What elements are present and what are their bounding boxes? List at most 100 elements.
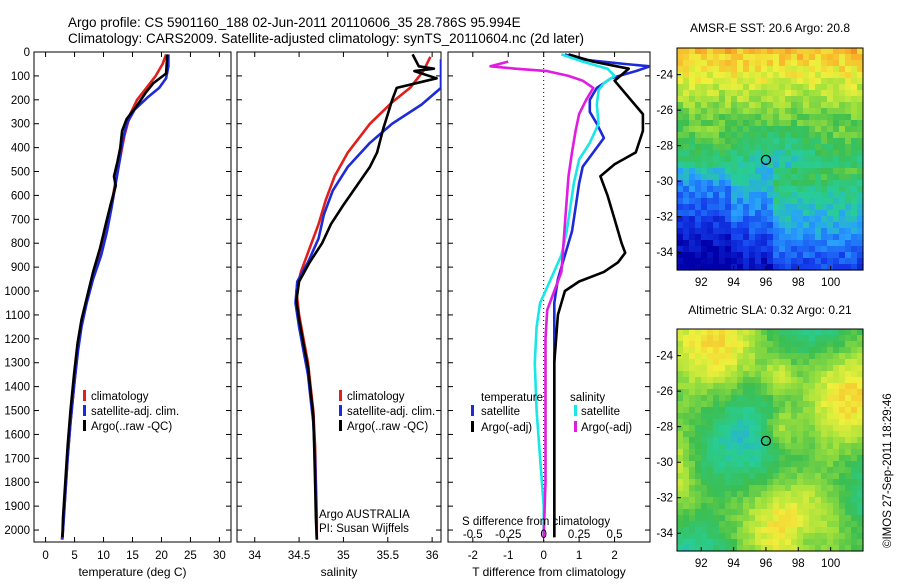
map-cell <box>833 198 840 205</box>
map-cell <box>815 198 822 205</box>
map-cell <box>803 48 810 55</box>
map-cell <box>731 162 738 169</box>
map-cell <box>695 150 702 157</box>
map-cell <box>689 485 696 492</box>
map-cell <box>749 395 756 402</box>
map-cell <box>815 204 822 211</box>
map-cell <box>755 509 762 516</box>
map-cell <box>689 395 696 402</box>
y-tick-label: 1600 <box>4 429 30 441</box>
map-cell <box>821 365 828 372</box>
map-cell <box>779 545 786 552</box>
map-cell <box>797 162 804 169</box>
map-cell <box>683 437 690 444</box>
map-cell <box>689 449 696 456</box>
map-cell <box>791 168 798 175</box>
map-cell <box>851 491 858 498</box>
map-cell <box>755 180 762 187</box>
map-cell <box>731 240 738 247</box>
series-line-temperature-2 <box>61 54 169 538</box>
map-cell <box>839 335 846 342</box>
map-cell <box>767 96 774 103</box>
map-cell <box>857 198 864 205</box>
map-cell <box>749 485 756 492</box>
map-cell <box>689 545 696 552</box>
map-cell <box>707 162 714 169</box>
map-cell <box>743 126 750 133</box>
map-cell <box>683 102 690 109</box>
x-tick-label: 100 <box>821 277 840 289</box>
map-cell <box>683 515 690 522</box>
map-cell <box>851 222 858 229</box>
x-tick-label: 5 <box>71 550 77 562</box>
map-cell <box>845 60 852 67</box>
map-cell <box>695 491 702 498</box>
map-cell <box>677 443 684 450</box>
map-cell <box>857 509 864 516</box>
map-cell <box>755 473 762 480</box>
map-cell <box>803 216 810 223</box>
map-cell <box>773 521 780 528</box>
map-cell <box>845 96 852 103</box>
map-cell <box>719 509 726 516</box>
map-cell <box>719 78 726 85</box>
map-cell <box>815 222 822 229</box>
map-cell <box>719 150 726 157</box>
map-cell <box>779 425 786 432</box>
map-cell <box>815 449 822 456</box>
map-cell <box>851 467 858 474</box>
map-cell <box>755 216 762 223</box>
map-cell <box>779 186 786 193</box>
map-cell <box>713 443 720 450</box>
map-cell <box>767 126 774 133</box>
map-cell <box>821 96 828 103</box>
map-cell <box>833 389 840 396</box>
map-cell <box>845 431 852 438</box>
map-cell <box>689 198 696 205</box>
map-cell <box>695 126 702 133</box>
map-cell <box>827 210 834 217</box>
map-cell <box>785 419 792 426</box>
map-cell <box>845 204 852 211</box>
map-cell <box>701 180 708 187</box>
map-cell <box>719 156 726 163</box>
map-cell <box>851 527 858 534</box>
map-cell <box>803 192 810 199</box>
map-cell <box>725 419 732 426</box>
map-cell <box>791 395 798 402</box>
legend-swatch <box>574 421 577 432</box>
map-cell <box>797 48 804 55</box>
map-cell <box>803 365 810 372</box>
map-cell <box>725 407 732 414</box>
map-cell <box>821 126 828 133</box>
map-cell <box>737 48 744 55</box>
map-cell <box>707 168 714 175</box>
map-cell <box>761 168 768 175</box>
map-cell <box>683 54 690 61</box>
map-cell <box>761 521 768 528</box>
map-cell <box>743 192 750 199</box>
map-cell <box>725 138 732 145</box>
legend-swatch <box>83 420 86 431</box>
map-cell <box>851 515 858 522</box>
map-cell <box>683 371 690 378</box>
map-cell <box>725 198 732 205</box>
map-cell <box>791 114 798 121</box>
x-tick-label: 92 <box>695 277 708 289</box>
map-cell <box>761 515 768 522</box>
map-cell <box>689 479 696 486</box>
map-cell <box>719 377 726 384</box>
map-cell <box>803 491 810 498</box>
map-cell <box>695 359 702 366</box>
map-cell <box>785 539 792 546</box>
map-cell <box>809 515 816 522</box>
map-cell <box>851 359 858 366</box>
y-tick-label: 1500 <box>4 406 30 418</box>
map-cell <box>749 66 756 73</box>
map-cell <box>761 198 768 205</box>
map-cell <box>779 258 786 265</box>
map-cell <box>797 126 804 133</box>
map-cell <box>695 198 702 205</box>
map-cell <box>713 401 720 408</box>
map-cell <box>845 162 852 169</box>
